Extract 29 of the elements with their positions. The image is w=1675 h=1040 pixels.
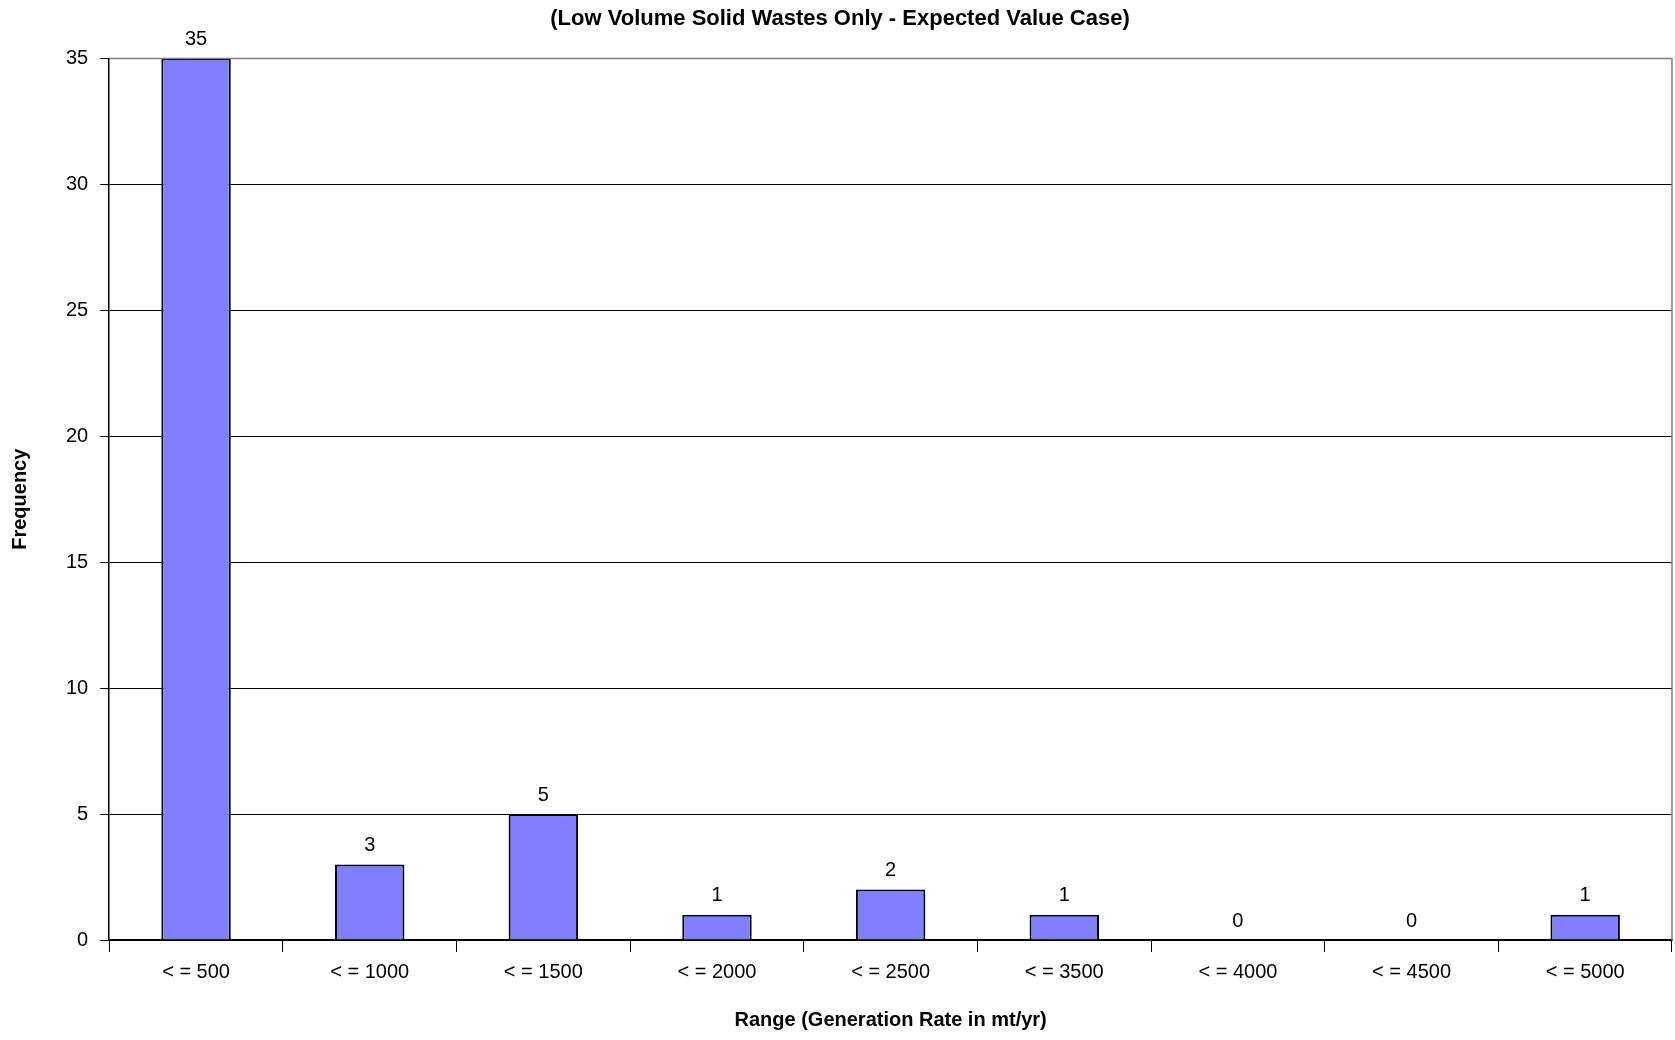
y-tick-label: 35 (66, 45, 89, 68)
y-tick-label: 30 (66, 171, 89, 194)
data-label: 0 (1232, 908, 1244, 931)
y-tick-label: 25 (66, 297, 89, 320)
data-label: 1 (711, 883, 723, 906)
y-tick-label: 20 (66, 423, 89, 446)
y-tick-label: 0 (77, 927, 89, 950)
data-label: 5 (537, 782, 549, 805)
data-label: 1 (1579, 883, 1591, 906)
y-tick-label: 15 (66, 549, 89, 572)
data-label: 1 (1058, 883, 1070, 906)
y-tick-label: 10 (66, 675, 89, 698)
x-tick-label: < = 2500 (851, 959, 931, 982)
data-label: 35 (184, 26, 208, 49)
y-tick-label: 5 (77, 801, 89, 824)
x-axis-title: Range (Generation Rate in mt/yr) (734, 1007, 1047, 1030)
x-tick-label: < = 1000 (330, 959, 410, 982)
x-tick-label: < = 4000 (1198, 959, 1278, 982)
data-label: 3 (364, 832, 376, 855)
x-tick-label: < = 5000 (1545, 959, 1625, 982)
data-label: 2 (885, 858, 897, 881)
data-label: 0 (1405, 908, 1418, 931)
x-tick-label: < = 3500 (1024, 959, 1104, 982)
x-tick-label: < = 1500 (503, 959, 583, 982)
chart-title: (Low Volume Solid Wastes Only - Expected Value Case) (550, 5, 1130, 31)
x-tick-label: < = 500 (162, 959, 230, 982)
y-axis-title: Frequency (7, 447, 30, 550)
x-tick-label: < = 2000 (677, 959, 757, 982)
x-tick-label: < = 4500 (1372, 959, 1452, 982)
